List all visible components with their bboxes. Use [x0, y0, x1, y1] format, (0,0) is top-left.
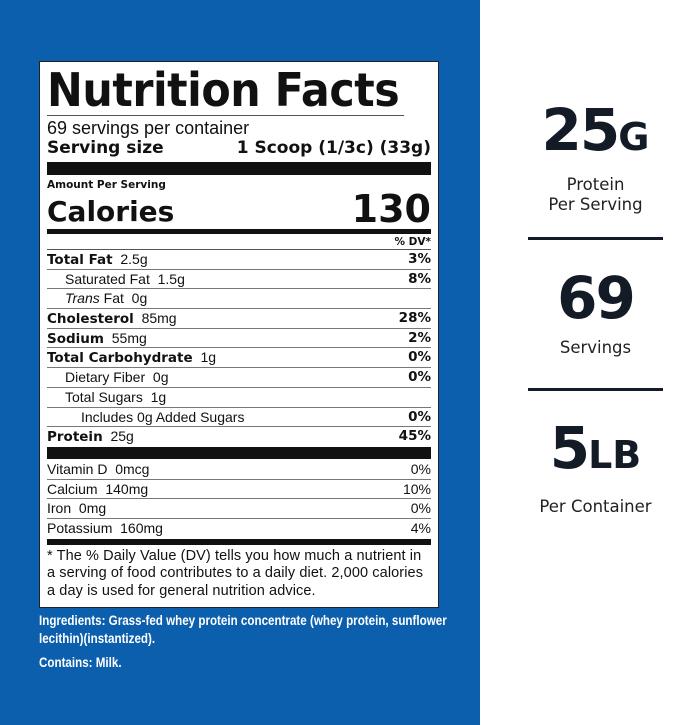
- nutrient-row: Cholesterol 85mg 28%: [47, 309, 431, 329]
- highlight-weight: 5LB Per Container: [528, 418, 663, 517]
- nutrient-row: Includes 0g Added Sugars 0%: [47, 408, 431, 428]
- vitamin-amount: 0mcg: [115, 460, 150, 477]
- nutrient-dv: 0%: [408, 369, 431, 386]
- calories-value: 130: [351, 187, 431, 231]
- thick-divider: [47, 446, 431, 459]
- vitamin-row: Calcium 140mg 10%: [47, 480, 431, 500]
- nutrient-name: Dietary Fiber: [65, 369, 146, 386]
- highlight-unit: G: [618, 115, 650, 159]
- vitamin-row: Potassium 160mg 4%: [47, 519, 431, 539]
- nutrient-amount: 25g: [110, 428, 134, 445]
- nutrient-name: Sodium: [47, 330, 104, 347]
- nutrient-name: Saturated Fat: [65, 270, 150, 287]
- nutrient-name: Total Fat: [47, 252, 113, 268]
- highlight-protein: 25G Protein Per Serving: [528, 100, 663, 215]
- nutrient-row: Total Fat 2.5g 3%: [47, 250, 431, 270]
- divider: [528, 237, 663, 240]
- nutrient-row: Total Sugars 1g: [47, 388, 431, 408]
- vitamin-dv: 0%: [410, 500, 431, 517]
- nutrient-name: Protein: [47, 429, 103, 446]
- nutrient-amount: 2.5g: [120, 251, 148, 267]
- vitamin-amount: 140mg: [105, 480, 149, 497]
- vitamin-dv: 0%: [410, 460, 431, 477]
- serving-size-label: Serving size: [47, 138, 164, 158]
- nutrient-row: Sodium 55mg 2%: [47, 329, 431, 349]
- nutrient-dv: 2%: [408, 329, 431, 346]
- label-title: Nutrition Facts: [47, 62, 405, 117]
- highlight-caption: Per Container: [539, 497, 652, 516]
- nutrient-dv: 0%: [408, 349, 431, 366]
- serving-size-value: 1 Scoop (1/3c) (33g): [236, 138, 431, 158]
- nutrient-row: Dietary Fiber 0g 0%: [47, 368, 431, 388]
- nutrient-name: Trans: [65, 290, 100, 307]
- serving-size: Serving size 1 Scoop (1/3c) (33g): [47, 138, 431, 160]
- vitamin-amount: 160mg: [120, 519, 163, 536]
- nutrient-name: Cholesterol: [47, 311, 134, 328]
- ingredients: Ingredients: Grass-fed whey protein conc…: [39, 613, 447, 646]
- nutrient-amount: 85mg: [141, 310, 177, 327]
- thick-divider: [47, 162, 431, 175]
- highlight-unit: LB: [588, 433, 642, 477]
- nutrient-amount: 1g: [200, 349, 217, 366]
- medium-divider: [47, 538, 431, 545]
- nutrient-row: Trans Fat 0g: [47, 289, 431, 310]
- nutrient-amount: 55mg: [111, 329, 147, 346]
- nutrient-dv: 45%: [398, 428, 431, 445]
- highlight-servings: 69 Servings: [528, 268, 663, 358]
- nutrient-amount: 1g: [150, 388, 167, 405]
- vitamin-name: Iron: [47, 500, 72, 517]
- amount-per-serving: Amount Per Serving: [47, 179, 166, 191]
- nutrient-row: Total Carbohydrate 1g 0%: [47, 348, 431, 369]
- highlight-caption: Servings: [559, 338, 632, 357]
- nutrition-facts-label: Nutrition Facts 69 servings per containe…: [39, 61, 439, 608]
- nutrient-dv: 0%: [408, 408, 431, 425]
- calories-row: Calories 130: [47, 187, 431, 231]
- nutrient-dv: 3%: [408, 251, 431, 267]
- vitamin-row: Vitamin D 0mcg 0%: [47, 460, 431, 480]
- highlight-value: 25: [541, 96, 621, 164]
- nutrient-dv: 28%: [398, 310, 431, 327]
- highlight-caption: Protein: [566, 175, 625, 194]
- nutrient-row: Saturated Fat 1.5g 8%: [47, 270, 431, 290]
- nutrient-amount: 0g: [131, 290, 148, 307]
- highlight-value: 69: [557, 264, 636, 332]
- nutrient-amount: 1.5g: [157, 270, 185, 287]
- nutrient-row: Protein 25g 45%: [47, 427, 431, 447]
- nutrient-amount: 0g: [152, 369, 169, 386]
- nutrient-name: Total Carbohydrate: [47, 350, 193, 367]
- nutrient-name: Includes 0g Added Sugars: [81, 408, 245, 425]
- nutrient-name: Fat: [103, 290, 124, 307]
- footnote: * The % Daily Value (DV) tells you how m…: [47, 547, 424, 599]
- allergen-contains: Contains: Milk.: [39, 655, 122, 670]
- nutrient-name: Total Sugars: [65, 388, 143, 405]
- vitamin-dv: 4%: [410, 519, 431, 536]
- nutrient-dv: 8%: [408, 270, 431, 287]
- dv-header: % DV*: [47, 234, 431, 250]
- servings-per-container: 69 servings per container: [47, 118, 250, 138]
- divider: [528, 388, 663, 391]
- vitamin-name: Calcium: [47, 480, 98, 497]
- vitamin-dv: 10%: [402, 480, 431, 497]
- vitamin-row: Iron 0mg 0%: [47, 499, 431, 519]
- calories-label: Calories: [47, 195, 175, 228]
- highlight-caption: Per Serving: [548, 195, 643, 214]
- medium-divider: [47, 229, 431, 234]
- vitamin-name: Potassium: [47, 519, 113, 536]
- highlight-value: 5: [549, 414, 590, 482]
- vitamin-amount: 0mg: [78, 500, 107, 517]
- vitamin-name: Vitamin D: [47, 460, 108, 477]
